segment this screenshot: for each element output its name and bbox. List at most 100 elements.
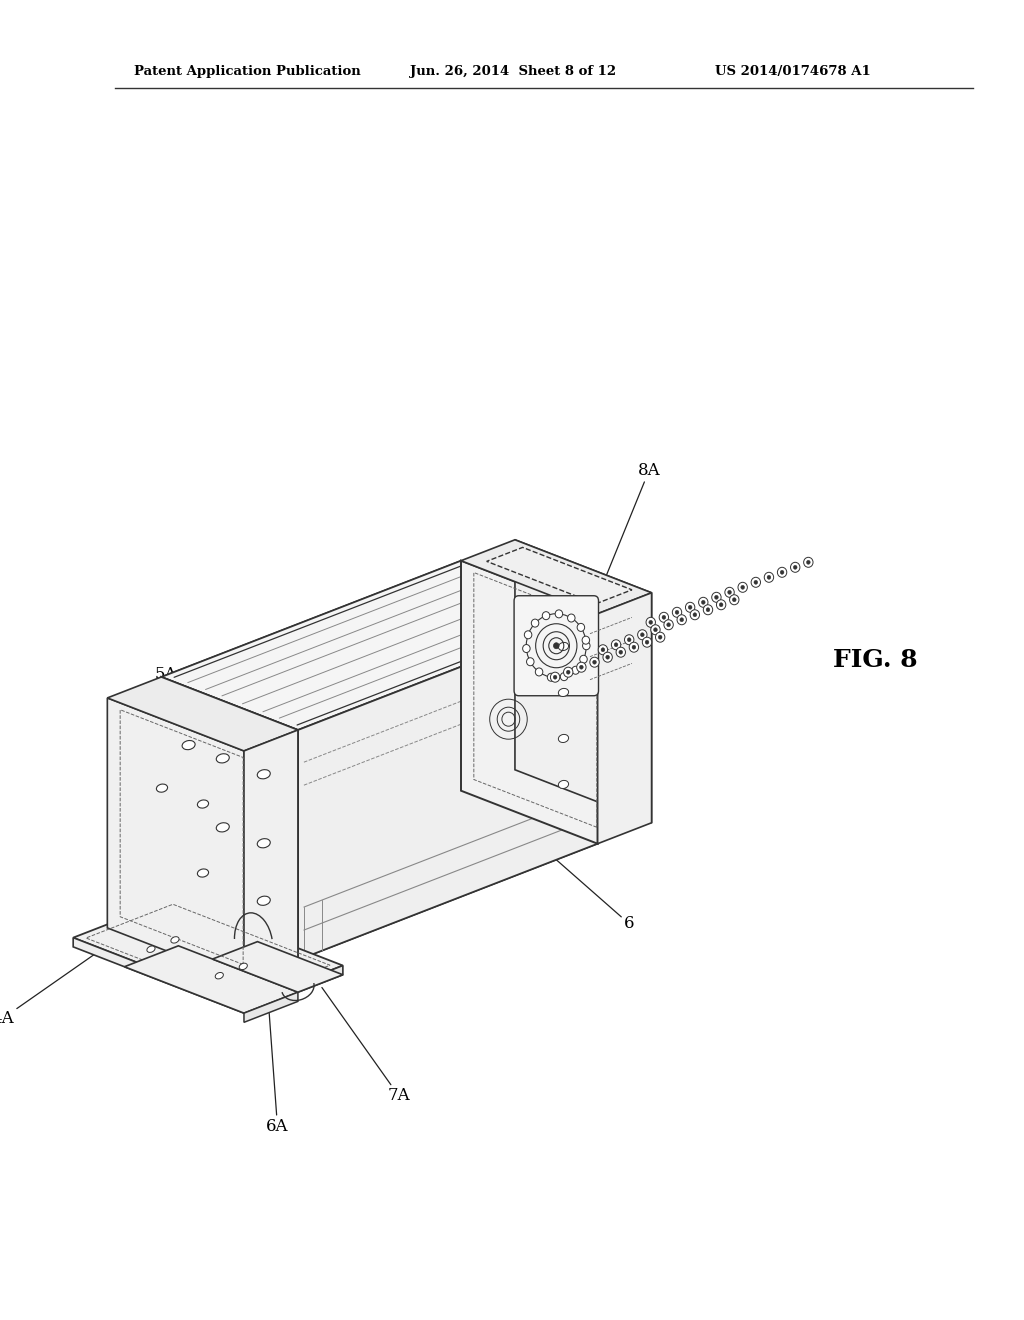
Polygon shape <box>486 548 632 603</box>
Circle shape <box>675 610 679 614</box>
Circle shape <box>667 623 671 627</box>
Circle shape <box>651 624 660 635</box>
Ellipse shape <box>257 896 270 906</box>
Polygon shape <box>244 965 343 1014</box>
Circle shape <box>732 598 736 602</box>
Ellipse shape <box>558 643 568 651</box>
Circle shape <box>740 585 744 589</box>
Polygon shape <box>108 698 244 981</box>
Polygon shape <box>73 937 244 1014</box>
Circle shape <box>566 671 570 675</box>
Text: 6A: 6A <box>266 998 289 1135</box>
Text: 6: 6 <box>493 804 635 932</box>
Circle shape <box>680 618 684 622</box>
Circle shape <box>582 636 590 644</box>
Circle shape <box>560 673 568 681</box>
Polygon shape <box>162 791 598 960</box>
Polygon shape <box>598 593 651 843</box>
Circle shape <box>688 606 692 610</box>
Text: Jun. 26, 2014  Sheet 8 of 12: Jun. 26, 2014 Sheet 8 of 12 <box>411 66 616 78</box>
Circle shape <box>638 630 647 640</box>
Ellipse shape <box>257 838 270 847</box>
Circle shape <box>664 620 674 630</box>
Circle shape <box>543 611 550 619</box>
Circle shape <box>685 602 695 612</box>
Circle shape <box>601 648 605 652</box>
Circle shape <box>555 610 562 618</box>
Ellipse shape <box>207 921 252 954</box>
Circle shape <box>777 568 786 577</box>
Circle shape <box>658 635 663 639</box>
Ellipse shape <box>558 689 568 697</box>
Circle shape <box>653 628 657 632</box>
Circle shape <box>693 612 696 616</box>
Polygon shape <box>162 561 598 730</box>
FancyBboxPatch shape <box>514 595 598 696</box>
Ellipse shape <box>240 964 248 970</box>
Circle shape <box>712 593 721 602</box>
Circle shape <box>728 590 731 594</box>
Circle shape <box>649 620 652 624</box>
Circle shape <box>551 672 560 682</box>
Text: 8A: 8A <box>600 462 660 590</box>
Circle shape <box>606 655 609 659</box>
Circle shape <box>645 640 649 644</box>
Polygon shape <box>162 561 461 907</box>
Polygon shape <box>244 993 298 1022</box>
Polygon shape <box>73 899 343 1005</box>
Circle shape <box>580 665 584 669</box>
Circle shape <box>794 565 797 569</box>
Circle shape <box>719 603 723 607</box>
Circle shape <box>628 638 631 642</box>
Ellipse shape <box>198 869 209 876</box>
Circle shape <box>577 663 586 672</box>
Circle shape <box>603 652 612 663</box>
Circle shape <box>590 657 599 667</box>
Polygon shape <box>515 540 651 822</box>
Circle shape <box>698 598 708 607</box>
Ellipse shape <box>215 973 223 979</box>
Circle shape <box>578 623 585 631</box>
Circle shape <box>752 577 761 587</box>
Text: 7A: 7A <box>322 987 411 1105</box>
Text: FIG. 8: FIG. 8 <box>833 648 918 672</box>
Text: Patent Application Publication: Patent Application Publication <box>134 66 360 78</box>
Circle shape <box>715 595 718 599</box>
Ellipse shape <box>216 754 229 763</box>
Circle shape <box>791 562 800 573</box>
Circle shape <box>629 643 639 652</box>
Circle shape <box>593 660 596 664</box>
Circle shape <box>640 632 644 636</box>
Circle shape <box>729 595 739 605</box>
Circle shape <box>554 643 559 648</box>
Circle shape <box>764 573 774 582</box>
Circle shape <box>563 667 572 677</box>
Circle shape <box>536 668 543 676</box>
Circle shape <box>767 576 771 579</box>
Circle shape <box>547 673 555 681</box>
Ellipse shape <box>146 946 155 953</box>
Circle shape <box>646 618 655 627</box>
Polygon shape <box>162 677 298 960</box>
Circle shape <box>717 599 726 610</box>
Circle shape <box>662 615 666 619</box>
Ellipse shape <box>558 780 568 788</box>
Ellipse shape <box>257 770 270 779</box>
Text: 4A: 4A <box>0 939 117 1027</box>
Circle shape <box>524 631 531 639</box>
Circle shape <box>571 667 580 675</box>
Polygon shape <box>213 941 343 993</box>
Circle shape <box>632 645 636 649</box>
Circle shape <box>598 644 607 655</box>
Polygon shape <box>298 614 598 960</box>
Circle shape <box>754 581 758 585</box>
Circle shape <box>614 643 617 647</box>
Circle shape <box>611 640 621 649</box>
Circle shape <box>673 607 682 618</box>
Ellipse shape <box>171 937 179 942</box>
Circle shape <box>522 644 530 652</box>
Circle shape <box>659 612 669 622</box>
Circle shape <box>738 582 748 593</box>
Ellipse shape <box>216 822 229 832</box>
Text: 5A: 5A <box>155 667 271 775</box>
